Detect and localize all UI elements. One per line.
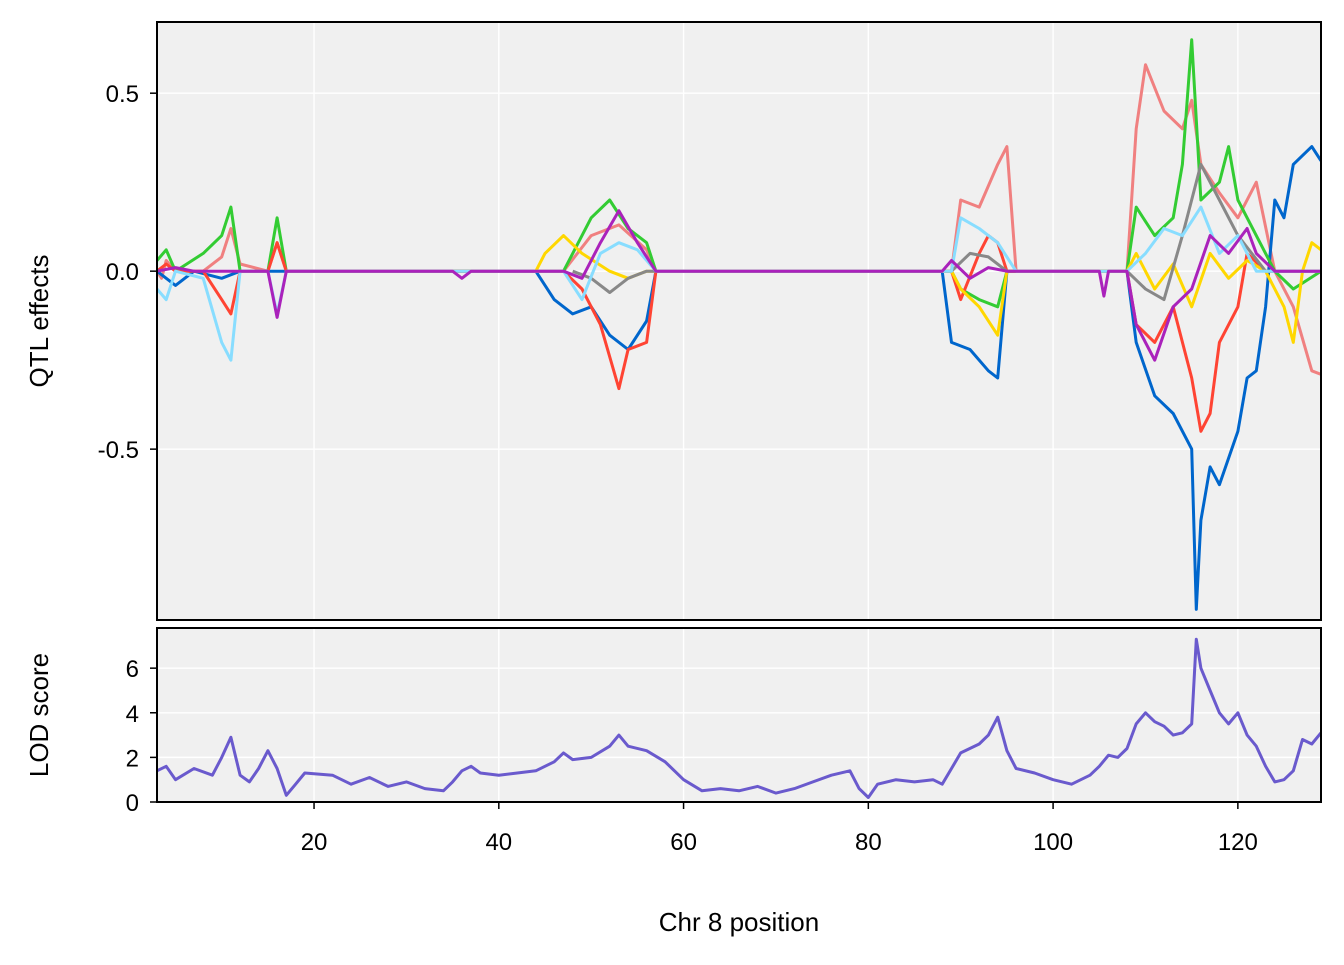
qtl-effects-grid bbox=[157, 22, 1321, 620]
x-tick-label: 80 bbox=[855, 829, 882, 856]
y-tick-label: 6 bbox=[126, 656, 139, 683]
x-tick-label: 120 bbox=[1218, 829, 1258, 856]
qtl-effects-series bbox=[157, 38, 1321, 611]
series-line-7 bbox=[157, 205, 1321, 362]
qtl-effects-frame bbox=[156, 21, 1322, 621]
y-tick-label: 2 bbox=[126, 745, 139, 772]
x-tick-label: 60 bbox=[670, 829, 697, 856]
y-tick-label: 0.5 bbox=[106, 81, 139, 108]
lod-score-frame bbox=[156, 627, 1322, 803]
lod-score-plot-area bbox=[157, 628, 1321, 802]
lod-score-panel: 0 2 4 6 20 40 60 80 100 120 LOD score Chr 8 posi… bbox=[24, 627, 1322, 937]
series-line-1 bbox=[157, 63, 1321, 376]
series-line-8 bbox=[157, 209, 1321, 362]
x-tick-label: 100 bbox=[1033, 829, 1073, 856]
y-tick-label: -0.5 bbox=[98, 437, 139, 464]
position-x-ticks: 20 40 60 80 100 120 bbox=[301, 802, 1258, 856]
y-tick-label: 0.0 bbox=[106, 259, 139, 286]
qtl-effects-y-ticks: -0.5 0.0 0.5 bbox=[98, 81, 157, 464]
x-tick-label: 40 bbox=[485, 829, 512, 856]
qtl-effects-y-axis-title: QTL effects bbox=[24, 255, 54, 388]
series-line-5 bbox=[534, 234, 1321, 344]
qtl-effects-panel: -0.5 0.0 0.5 QTL effects bbox=[24, 21, 1322, 621]
position-x-axis-title: Chr 8 position bbox=[659, 907, 819, 937]
lod-score-series bbox=[157, 637, 1321, 799]
series-line-1 bbox=[157, 637, 1321, 799]
lod-score-y-axis-title: LOD score bbox=[24, 653, 54, 777]
x-tick-label: 20 bbox=[301, 829, 328, 856]
lod-score-y-ticks: 0 2 4 6 bbox=[126, 656, 157, 817]
y-tick-label: 4 bbox=[126, 701, 139, 728]
qtl-effects-plot-area bbox=[157, 22, 1321, 620]
y-tick-label: 0 bbox=[126, 790, 139, 817]
